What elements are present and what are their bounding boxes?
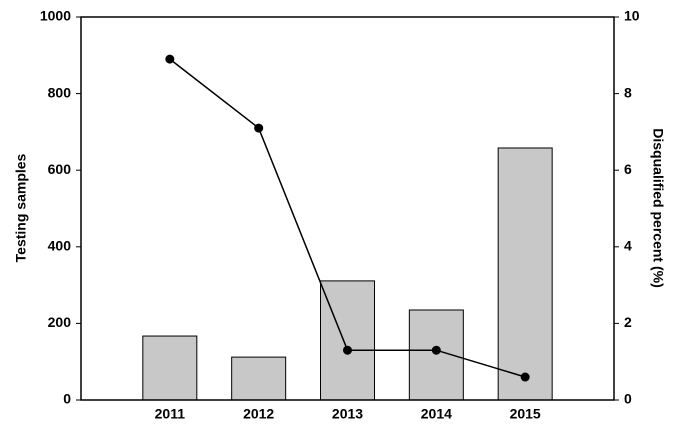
point <box>520 372 530 382</box>
plot-frame <box>80 16 615 401</box>
point <box>431 345 441 355</box>
bar <box>320 280 375 401</box>
y-tick-label: 600 <box>48 161 72 177</box>
bar <box>497 147 553 401</box>
x-tick-label: 2011 <box>155 406 186 422</box>
y-tick-label: 800 <box>48 84 72 100</box>
point <box>165 54 175 64</box>
bar <box>142 335 198 401</box>
y2-tick-label: 8 <box>624 84 632 100</box>
x-tick-label: 2012 <box>243 406 274 422</box>
y2-tick-label: 4 <box>624 238 632 254</box>
x-tick-label: 2015 <box>510 406 541 422</box>
y2-axis-label: Disqualified percent (%) <box>650 128 666 287</box>
bar <box>231 356 287 401</box>
y-axis-label: Testing samples <box>13 153 29 262</box>
y2-tick-label: 6 <box>624 161 632 177</box>
point <box>254 123 264 133</box>
y-tick-label: 1000 <box>40 8 71 24</box>
point <box>343 345 352 355</box>
x-tick-label: 2013 <box>332 406 363 422</box>
y2-tick-label: 2 <box>624 314 632 330</box>
x-tick-label: 2014 <box>421 406 452 422</box>
y-tick-label: 200 <box>48 314 72 330</box>
y2-tick-label: 10 <box>624 8 640 24</box>
bar <box>408 309 464 401</box>
y-tick-label: 0 <box>63 391 71 407</box>
y2-tick-label: 0 <box>624 391 632 407</box>
y-tick-label: 400 <box>48 238 72 254</box>
